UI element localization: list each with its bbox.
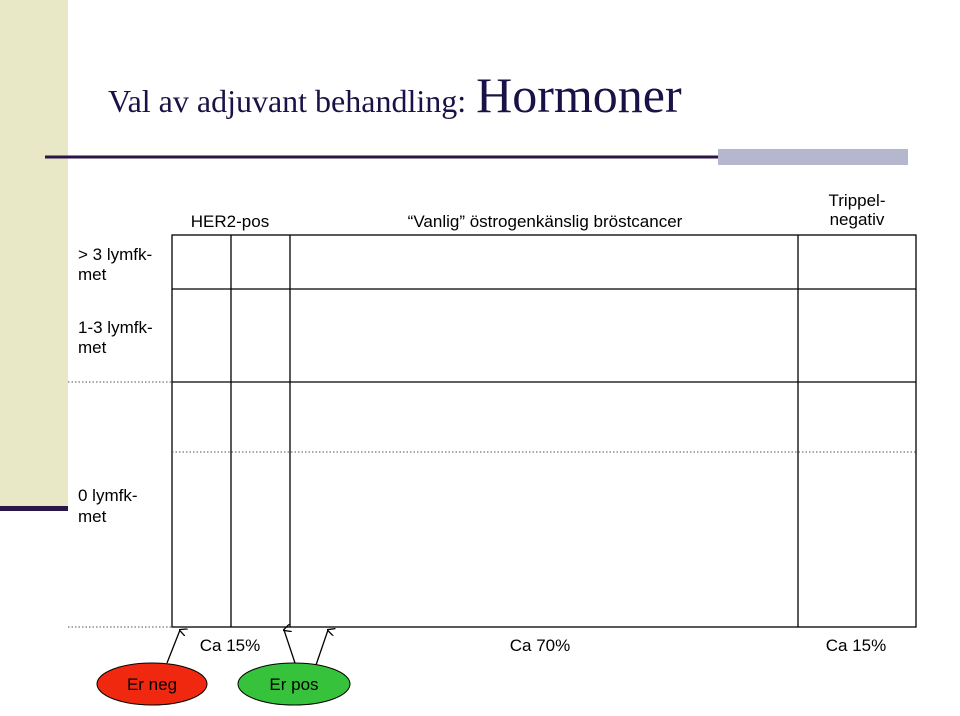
share-label: Ca 15% (826, 636, 886, 655)
row-label: met (78, 265, 107, 284)
side-bar (0, 506, 68, 511)
row-label: met (78, 507, 107, 526)
row-label: 0 lymfk- (78, 486, 138, 505)
arrow (315, 630, 328, 666)
column-header: “Vanlig” östrogenkänslig bröstcancer (408, 212, 683, 231)
row-label: met (78, 338, 107, 357)
column-header: Trippel- (829, 191, 886, 210)
title-emphasis: Hormoner (476, 67, 682, 123)
callout-label: Er neg (127, 675, 177, 694)
row-label: 1-3 lymfk- (78, 318, 153, 337)
column-header: HER2-pos (191, 212, 269, 231)
column-header: negativ (830, 210, 885, 229)
grid-frame (171, 234, 917, 628)
callout-label: Er pos (269, 675, 318, 694)
side-band (0, 0, 68, 510)
title-accent (718, 149, 908, 165)
title: Val av adjuvant behandling: Hormoner (108, 67, 682, 123)
share-label: Ca 70% (510, 636, 570, 655)
callout-oval (96, 662, 208, 706)
title-main: Val av adjuvant behandling: (108, 83, 466, 119)
share-label: Ca 15% (200, 636, 260, 655)
arrow (284, 630, 296, 664)
arrow (166, 630, 180, 664)
callout-oval (237, 662, 351, 706)
row-label: > 3 lymfk- (78, 245, 152, 264)
